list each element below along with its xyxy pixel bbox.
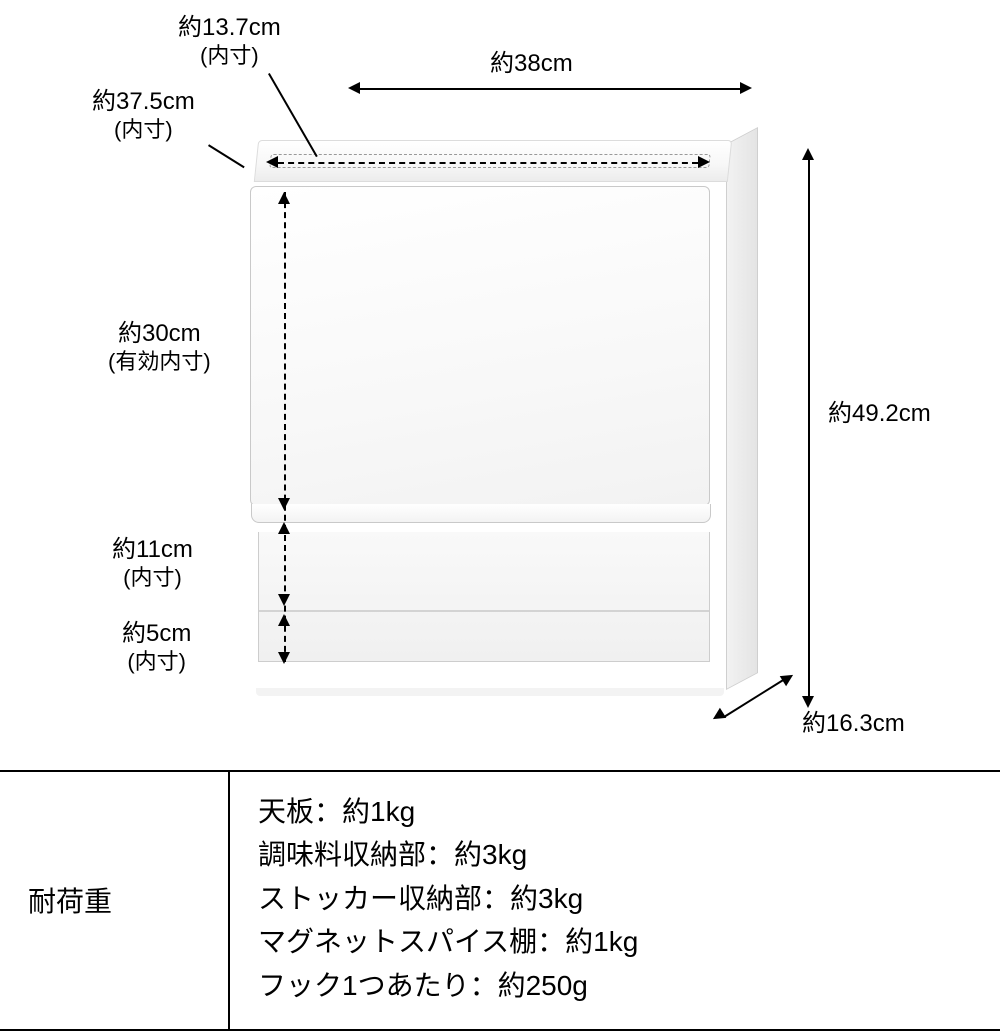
arrow-icon (802, 696, 814, 708)
dim-inner-width: 約37.5cm (内寸) (92, 88, 195, 143)
dim-door-height-value: 約30cm (118, 320, 201, 347)
product-top-slot (269, 154, 710, 168)
dim-top-width: 約38cm (490, 50, 573, 79)
dim-shelf2: 約5cm (内寸) (122, 620, 191, 675)
product-illustration (250, 140, 730, 690)
arrow-icon (780, 670, 797, 687)
arrow-icon (802, 148, 814, 160)
arrow-icon (278, 594, 290, 606)
dim-total-height-value: 約49.2cm (828, 400, 931, 427)
spec-line: マグネットスパイス棚：約1kg (258, 920, 972, 963)
dim-line-top-width (360, 88, 740, 90)
spec-line: 調味料収納部：約3kg (258, 833, 972, 876)
dim-top-depth: 約13.7cm (内寸) (178, 14, 281, 69)
product-side (726, 127, 758, 690)
arrow-icon (278, 614, 290, 626)
dim-total-height: 約49.2cm (828, 400, 931, 429)
arrow-icon (278, 522, 290, 534)
spec-table: 耐荷重 天板：約1kg 調味料収納部：約3kg ストッカー収納部：約3kg マグ… (0, 770, 1000, 1031)
product-foot (256, 688, 724, 696)
arrow-icon (698, 156, 710, 168)
dim-door-height-note: (有効内寸) (108, 349, 211, 375)
dim-depth-value: 約16.3cm (802, 710, 905, 737)
dim-top-depth-note: (内寸) (178, 43, 281, 69)
spec-line: ストッカー収納部：約3kg (258, 877, 972, 920)
arrow-icon (278, 192, 290, 204)
dim-shelf2-value: 約5cm (122, 620, 191, 647)
arrow-icon (278, 498, 290, 510)
spec-body: 天板：約1kg 調味料収納部：約3kg ストッカー収納部：約3kg マグネットス… (230, 772, 1000, 1029)
spec-line: 天板：約1kg (258, 790, 972, 833)
leader-inner-width (208, 144, 245, 168)
product-lower (258, 532, 710, 662)
dim-top-width-value: 約38cm (490, 50, 573, 77)
dim-shelf1: 約11cm (内寸) (112, 536, 193, 591)
spec-header: 耐荷重 (0, 772, 230, 1029)
diagram-area: 約13.7cm (内寸) 約37.5cm (内寸) 約38cm 約49.2cm … (0, 0, 1000, 770)
dim-shelf2-note: (内寸) (122, 649, 191, 675)
dim-line-height (808, 158, 810, 698)
dim-inner-width-value: 約37.5cm (92, 88, 195, 115)
dim-shelf1-value: 約11cm (112, 536, 193, 563)
arrow-icon (278, 652, 290, 664)
product-door (250, 186, 710, 506)
dashed-heights (284, 192, 286, 662)
dim-shelf1-note: (内寸) (112, 565, 193, 591)
spec-line: フック1つあたり：約250g (258, 964, 972, 1007)
arrow-icon (266, 156, 278, 168)
arrow-icon (740, 82, 752, 94)
dim-depth: 約16.3cm (802, 710, 905, 739)
dim-door-height: 約30cm (有効内寸) (108, 320, 211, 375)
dim-inner-width-note: (内寸) (92, 117, 195, 143)
arrow-icon (348, 82, 360, 94)
dim-top-depth-value: 約13.7cm (178, 14, 281, 41)
dashed-top-width (278, 162, 698, 164)
arrow-icon (710, 708, 727, 725)
